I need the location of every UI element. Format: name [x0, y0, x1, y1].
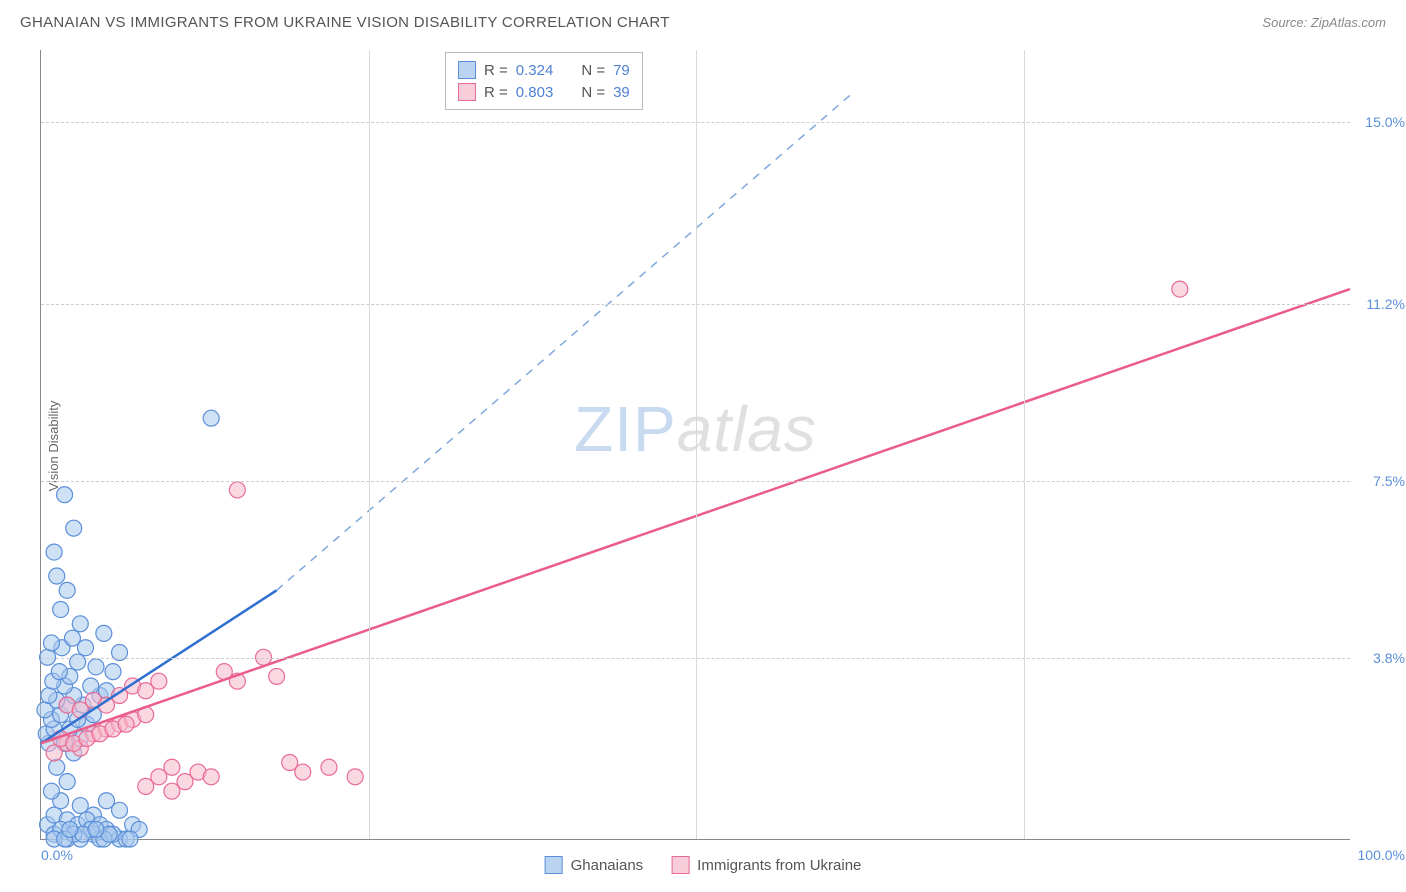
point-ukraine — [321, 759, 337, 775]
point-ghanaian — [96, 625, 112, 641]
point-ukraine — [295, 764, 311, 780]
point-ghanaian — [72, 616, 88, 632]
gridline-v — [369, 50, 370, 839]
r-value-ukraine: 0.803 — [516, 84, 554, 101]
chart-title: GHANAIAN VS IMMIGRANTS FROM UKRAINE VISI… — [20, 14, 670, 31]
point-ghanaian — [46, 544, 62, 560]
gridline-v — [1024, 50, 1025, 839]
header: GHANAIAN VS IMMIGRANTS FROM UKRAINE VISI… — [20, 14, 1386, 31]
trend-ghanaian-dash — [277, 93, 853, 590]
point-ghanaian — [88, 659, 104, 675]
swatch-blue-icon — [545, 856, 563, 874]
point-ukraine — [269, 668, 285, 684]
point-ghanaian — [51, 664, 67, 680]
point-ghanaian — [53, 601, 69, 617]
n-label: N = — [581, 62, 605, 79]
x-tick-max: 100.0% — [1358, 847, 1405, 863]
point-ukraine — [229, 482, 245, 498]
point-ghanaian — [122, 831, 138, 847]
n-value-ghanaians: 79 — [613, 62, 630, 79]
r-value-ghanaians: 0.324 — [516, 62, 554, 79]
legend-row-ukraine: R = 0.803 N = 39 — [458, 81, 630, 103]
correlation-legend: R = 0.324 N = 79 R = 0.803 N = 39 — [445, 52, 643, 110]
point-ghanaian — [59, 774, 75, 790]
legend-item-ghanaians: Ghanaians — [545, 856, 644, 874]
point-ukraine — [164, 783, 180, 799]
point-ghanaian — [88, 821, 104, 837]
point-ghanaian — [59, 582, 75, 598]
point-ghanaian — [64, 630, 80, 646]
point-ukraine — [1172, 281, 1188, 297]
r-label: R = — [484, 84, 508, 101]
legend-item-ukraine: Immigrants from Ukraine — [671, 856, 861, 874]
point-ukraine — [203, 769, 219, 785]
y-tick-label: 7.5% — [1373, 473, 1405, 489]
y-tick-label: 11.2% — [1366, 296, 1405, 312]
source-label: Source: — [1262, 15, 1307, 30]
swatch-pink-icon — [671, 856, 689, 874]
gridline-v — [696, 50, 697, 839]
point-ghanaian — [203, 410, 219, 426]
point-ukraine — [151, 769, 167, 785]
chart-area: ZIPatlas 0.0% 100.0% 3.8%7.5%11.2%15.0% — [40, 50, 1350, 840]
n-label: N = — [581, 84, 605, 101]
source-value: ZipAtlas.com — [1311, 15, 1386, 30]
source: Source: ZipAtlas.com — [1262, 15, 1386, 30]
y-tick-label: 3.8% — [1373, 650, 1405, 666]
n-value-ukraine: 39 — [613, 84, 630, 101]
r-label: R = — [484, 62, 508, 79]
point-ghanaian — [49, 759, 65, 775]
legend-row-ghanaians: R = 0.324 N = 79 — [458, 59, 630, 81]
swatch-blue-icon — [458, 61, 476, 79]
point-ghanaian — [62, 821, 78, 837]
point-ghanaian — [43, 783, 59, 799]
swatch-pink-icon — [458, 83, 476, 101]
point-ukraine — [347, 769, 363, 785]
point-ghanaian — [49, 568, 65, 584]
x-tick-min: 0.0% — [41, 847, 73, 863]
point-ghanaian — [41, 688, 57, 704]
legend-label-ukraine: Immigrants from Ukraine — [697, 857, 861, 874]
point-ghanaian — [66, 520, 82, 536]
point-ghanaian — [70, 654, 86, 670]
point-ghanaian — [105, 664, 121, 680]
point-ghanaian — [57, 487, 73, 503]
point-ghanaian — [43, 635, 59, 651]
point-ghanaian — [112, 802, 128, 818]
y-tick-label: 15.0% — [1365, 114, 1405, 130]
series-legend: Ghanaians Immigrants from Ukraine — [545, 856, 862, 874]
point-ukraine — [151, 673, 167, 689]
point-ghanaian — [83, 678, 99, 694]
legend-label-ghanaians: Ghanaians — [571, 857, 644, 874]
point-ukraine — [118, 716, 134, 732]
